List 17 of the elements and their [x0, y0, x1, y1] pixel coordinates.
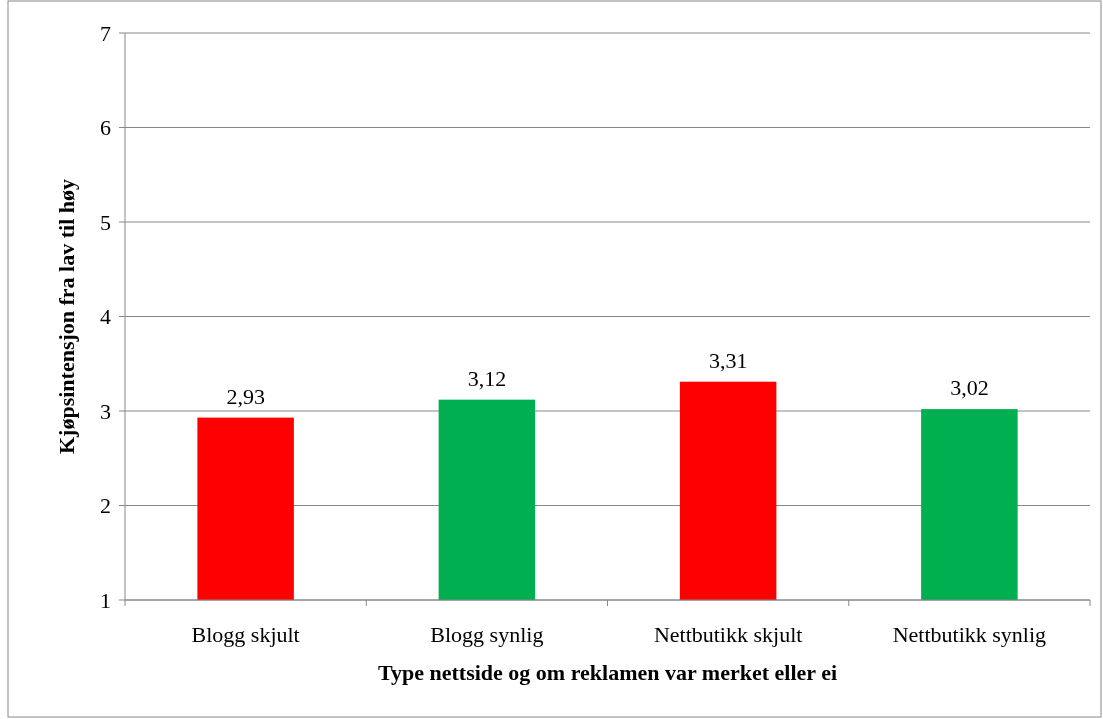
y-axis-title: Kjøpsintensjon fra lav til høy [54, 178, 79, 455]
y-tick-label: 6 [100, 115, 111, 141]
y-tick-label: 2 [100, 493, 111, 519]
y-tick-label: 5 [100, 209, 111, 235]
x-tick-label: Nettbutikk synlig [892, 622, 1047, 647]
y-tick-label: 4 [100, 304, 111, 330]
x-axis-title: Type nettside og om reklamen var merket eller ei [377, 660, 838, 685]
data-label: 3,31 [708, 347, 748, 373]
data-label: 3,02 [950, 375, 989, 401]
data-label: 3,12 [467, 365, 507, 391]
y-tick-label: 1 [100, 587, 111, 613]
y-tick-label: 3 [100, 398, 111, 424]
y-tick-label: 7 [100, 20, 111, 46]
x-tick-label: Blogg skjult [191, 622, 300, 647]
x-tick-label: Blogg synlig [430, 622, 544, 647]
data-label: 2,93 [226, 383, 265, 409]
x-tick-label: Nettbutikk skjult [653, 622, 803, 647]
